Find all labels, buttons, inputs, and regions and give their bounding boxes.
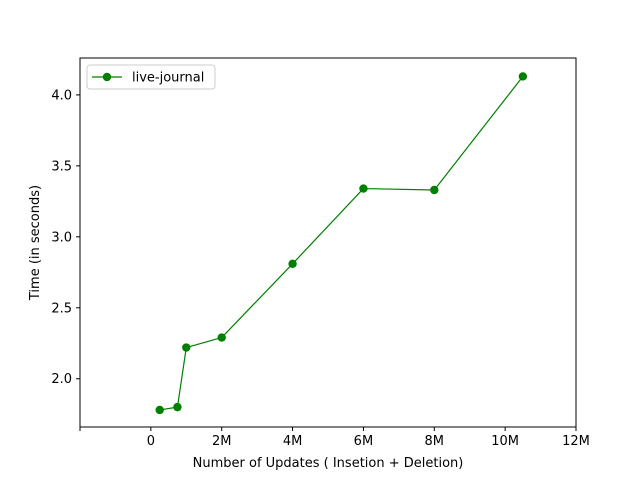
- plot-area: [155, 72, 528, 415]
- x-tick-label: 0: [147, 434, 155, 449]
- x-tick-label: 8M: [425, 434, 445, 449]
- data-point: [288, 259, 297, 268]
- y-tick-label: 3.0: [51, 230, 72, 245]
- data-point: [155, 405, 164, 415]
- x-tick-label: 4M: [283, 434, 303, 449]
- data-point: [518, 72, 528, 81]
- y-tick-label: 2.5: [51, 301, 72, 316]
- y-tick-label: 2.0: [51, 372, 72, 387]
- axes-frame: [79, 57, 577, 428]
- legend: live-journal: [86, 64, 216, 90]
- x-axis-label: Number of Updates ( Insetion + Deletion): [193, 456, 464, 471]
- series-line: [159, 76, 524, 411]
- y-tick-label: 3.5: [51, 159, 72, 174]
- data-point: [359, 184, 368, 193]
- x-tick-label: 6M: [354, 434, 374, 449]
- x-tick-label: 10M: [491, 434, 519, 449]
- axes: 0 2M 4M 6M 8M 10M 12M 2.0 2.5 3.0 3.5 4.0: [51, 57, 590, 449]
- legend-box: [86, 64, 216, 90]
- data-point: [173, 402, 182, 412]
- x-tick-label: 12M: [562, 434, 590, 449]
- y-tick-label: 4.0: [51, 88, 72, 103]
- legend-marker: [102, 72, 112, 82]
- data-point: [430, 185, 439, 195]
- y-axis-label: Time (in seconds): [28, 185, 43, 301]
- data-point: [217, 333, 226, 342]
- legend-label: live-journal: [132, 71, 204, 86]
- x-tick-label: 2M: [212, 434, 232, 449]
- data-point: [182, 343, 191, 352]
